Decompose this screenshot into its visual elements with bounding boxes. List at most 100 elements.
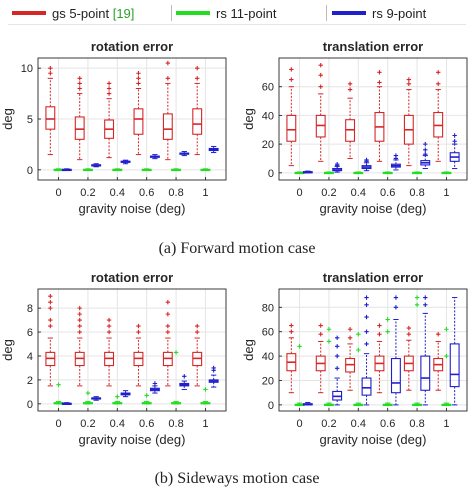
y-tick-label: 0 <box>268 168 274 180</box>
y-axis-label: deg <box>241 108 256 130</box>
y-tick-label: 0 <box>268 400 274 412</box>
outlier-marker <box>385 317 390 322</box>
outlier-marker <box>136 81 141 86</box>
outlier-marker <box>334 353 340 359</box>
box-gs-0.4 <box>104 81 115 159</box>
box-gs-0.8 <box>162 299 173 387</box>
box-gs-0.6 <box>133 323 144 387</box>
x-tick-label: 1 <box>443 187 449 199</box>
outlier-marker <box>195 65 200 71</box>
outlier-marker <box>195 76 200 81</box>
chart-title: translation error <box>323 39 423 54</box>
x-tick-label: 1 <box>202 418 208 430</box>
outlier-marker <box>377 331 382 337</box>
outlier-marker <box>364 341 369 347</box>
outlier-marker <box>165 311 171 317</box>
outlier-marker <box>211 365 216 371</box>
outlier-marker <box>77 76 82 81</box>
box-rs11-1 <box>441 171 452 175</box>
outlier-marker <box>452 133 457 138</box>
outlier-marker <box>165 76 171 81</box>
outlier-marker <box>165 323 171 329</box>
outlier-marker <box>165 60 171 66</box>
box-rs11-0 <box>53 382 64 405</box>
box-rs11-0.4 <box>112 394 123 405</box>
box-iqr <box>74 116 85 140</box>
legend-label-rs11: rs 11-point <box>216 5 277 21</box>
outlier-marker <box>48 317 53 323</box>
x-tick-label: 0.4 <box>351 187 366 199</box>
outlier-marker <box>136 71 141 76</box>
box-gs-0 <box>45 293 56 387</box>
outlier-marker <box>326 339 332 344</box>
y-tick-label: 20 <box>262 376 274 388</box>
box-gs-1 <box>192 323 203 387</box>
outlier-marker <box>347 81 353 87</box>
box-gs-0.6 <box>133 71 144 156</box>
legend-swatch-rs9 <box>332 11 366 15</box>
y-tick-label: 20 <box>262 139 274 151</box>
axes-frame <box>278 57 468 181</box>
axes-frame <box>278 288 468 412</box>
x-axis-label: gravity noise (deg) <box>79 201 186 216</box>
outlier-marker <box>77 311 82 317</box>
box-iqr <box>420 355 431 391</box>
outlier-marker <box>289 67 294 72</box>
outlier-marker <box>56 382 61 387</box>
x-tick-label: 0.4 <box>351 418 366 430</box>
y-tick-label: 8 <box>27 303 33 315</box>
chart-panel-1: 0 5 10 0 0.2 0.4 0.6 0.8 1 rotation error gravity … <box>0 39 227 216</box>
outlier-marker <box>318 323 323 328</box>
outlier-marker <box>106 323 112 329</box>
outlier-marker <box>77 86 82 91</box>
y-axis-label: deg <box>241 339 256 361</box>
outlier-marker <box>444 353 449 359</box>
x-tick-label: 0 <box>297 187 303 199</box>
x-tick-label: 0.4 <box>110 187 125 199</box>
box-iqr <box>390 357 401 394</box>
box-iqr <box>286 114 297 142</box>
outlier-marker <box>377 70 382 75</box>
box-rs9-0.4 <box>361 157 372 172</box>
box-gs-0.2 <box>74 305 85 387</box>
y-tick-label: 40 <box>262 110 274 122</box>
box-rs9-0.8 <box>420 141 431 170</box>
y-axis-label: deg <box>0 339 15 361</box>
box-gs-0.6 <box>374 323 385 394</box>
y-tick-label: 80 <box>262 302 274 314</box>
outlier-marker <box>364 314 369 320</box>
outlier-marker <box>106 91 112 96</box>
outlier-marker <box>347 335 353 340</box>
outlier-marker <box>406 331 412 337</box>
box-gs-1 <box>433 331 444 391</box>
legend-item-rs-11-point: rs 11-point <box>176 4 276 22</box>
outlier-marker <box>136 323 141 329</box>
y-tick-label: 2 <box>27 375 33 387</box>
box-rs9-0.2 <box>332 335 343 406</box>
box-rs9-0.4 <box>120 390 131 398</box>
outlier-marker <box>77 317 82 323</box>
outlier-marker <box>77 81 82 86</box>
outlier-marker <box>356 347 361 353</box>
x-tick-label: 0.6 <box>380 418 395 430</box>
x-tick-label: 0 <box>297 418 303 430</box>
x-tick-label: 0.4 <box>110 418 125 430</box>
outlier-marker <box>318 84 323 89</box>
box-rs9-0.6 <box>149 154 160 160</box>
box-rs9-0.2 <box>332 162 343 173</box>
box-rs9-1 <box>449 133 460 170</box>
box-gs-0 <box>286 323 297 394</box>
legend-citation: [19] <box>112 5 135 21</box>
box-iqr <box>192 108 203 135</box>
x-tick-label: 1 <box>443 418 449 430</box>
box-rs9-1 <box>449 297 460 406</box>
box-rs11-0.8 <box>412 171 423 175</box>
axes-frame <box>37 288 227 412</box>
box-rs11-0.6 <box>141 393 152 405</box>
box-rs9-0.8 <box>179 151 190 157</box>
outlier-marker <box>289 77 294 82</box>
box-iqr <box>133 108 144 135</box>
box-rs11-0.8 <box>171 350 182 405</box>
x-tick-label: 0.2 <box>80 418 95 430</box>
box-gs-0 <box>286 67 297 167</box>
